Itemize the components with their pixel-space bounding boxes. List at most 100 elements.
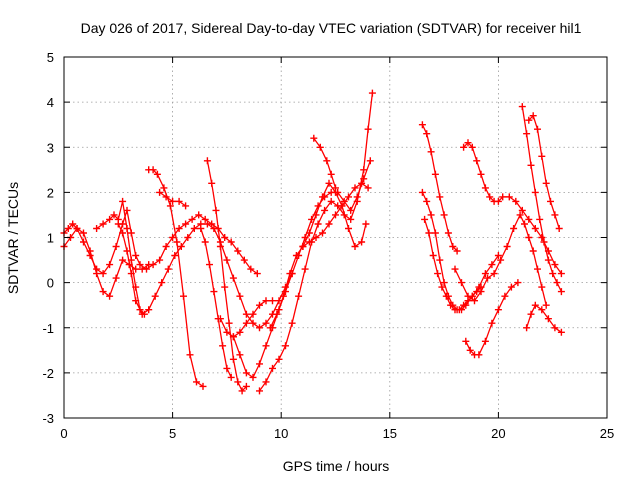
series-line <box>521 106 562 292</box>
data-point <box>190 225 198 232</box>
data-point <box>169 197 177 205</box>
data-point <box>175 225 183 232</box>
series-line <box>269 182 369 329</box>
data-point <box>475 351 483 359</box>
data-point <box>119 197 127 205</box>
chart-title: Day 026 of 2017, Sidereal Day-to-day VTE… <box>81 20 582 36</box>
data-point <box>106 215 114 223</box>
data-point <box>229 355 237 363</box>
data-point <box>451 265 459 273</box>
y-tick-label: 5 <box>47 50 54 65</box>
data-point <box>553 279 561 287</box>
series-pass-23 <box>523 301 565 336</box>
data-point <box>295 292 303 300</box>
data-point <box>551 324 559 332</box>
data-point <box>423 197 431 205</box>
data-point <box>527 161 535 169</box>
data-point <box>501 292 509 300</box>
data-point <box>253 270 261 278</box>
data-point <box>64 225 72 232</box>
data-point <box>158 279 166 287</box>
series-pass-14 <box>299 179 370 250</box>
data-point <box>477 288 485 296</box>
series-pass-02 <box>60 206 261 278</box>
series-pass-19 <box>462 279 522 359</box>
data-point <box>262 342 270 350</box>
data-point <box>262 297 270 305</box>
data-point <box>347 215 355 223</box>
data-point <box>132 297 140 305</box>
data-point <box>262 378 270 386</box>
data-point <box>525 116 533 124</box>
data-point <box>299 243 307 250</box>
data-point <box>221 283 229 291</box>
data-point <box>256 360 263 368</box>
data-point <box>471 297 478 305</box>
data-point <box>449 243 457 250</box>
data-point <box>69 220 77 228</box>
data-point <box>453 247 461 255</box>
data-point <box>464 139 472 147</box>
data-point <box>195 211 203 219</box>
series-line <box>63 227 150 297</box>
axis-ticks <box>63 56 608 419</box>
y-tick-label: -1 <box>42 321 54 336</box>
data-point <box>210 288 218 296</box>
x-tick-label: 0 <box>60 426 67 441</box>
data-point <box>310 134 318 142</box>
data-point <box>269 297 276 305</box>
data-point <box>164 265 172 273</box>
data-point <box>327 170 335 178</box>
data-point <box>99 288 107 296</box>
series-pass-04 <box>114 220 296 332</box>
data-point <box>557 288 565 296</box>
data-point <box>494 197 502 205</box>
data-point <box>223 364 231 372</box>
data-point <box>436 193 444 201</box>
data-point <box>173 238 181 246</box>
data-point <box>80 238 87 246</box>
data-point <box>475 283 483 291</box>
data-point <box>488 261 496 269</box>
data-point <box>216 243 224 250</box>
data-point <box>540 238 548 246</box>
data-point <box>327 197 335 205</box>
data-point <box>136 261 144 269</box>
data-point <box>427 148 435 156</box>
data-point <box>477 170 485 178</box>
data-point <box>208 179 216 187</box>
data-point <box>110 211 118 219</box>
data-point <box>112 274 120 282</box>
y-tick-label: 2 <box>47 185 54 200</box>
data-point <box>510 225 518 232</box>
data-point <box>186 351 194 359</box>
data-point <box>197 225 205 232</box>
data-point <box>242 369 250 377</box>
data-point <box>160 184 168 192</box>
data-point <box>488 319 496 327</box>
data-point <box>175 197 183 205</box>
series-line <box>465 282 519 356</box>
data-point <box>119 256 127 264</box>
data-point <box>444 229 452 237</box>
data-point <box>512 197 520 205</box>
data-point <box>468 143 476 151</box>
data-point <box>169 234 177 241</box>
data-point <box>188 215 196 223</box>
series-pass-21 <box>518 103 565 296</box>
data-point <box>312 211 320 219</box>
data-point <box>242 319 250 327</box>
data-point <box>193 378 200 386</box>
data-point <box>143 265 150 273</box>
data-point <box>531 301 539 309</box>
series-pass-05 <box>145 166 207 390</box>
data-point <box>236 351 244 359</box>
data-point <box>242 310 250 318</box>
data-point <box>210 225 218 232</box>
data-point <box>256 324 263 332</box>
data-point <box>549 270 557 278</box>
data-point <box>364 125 372 133</box>
data-point <box>73 225 81 232</box>
data-point <box>312 234 320 241</box>
data-point <box>351 243 359 250</box>
